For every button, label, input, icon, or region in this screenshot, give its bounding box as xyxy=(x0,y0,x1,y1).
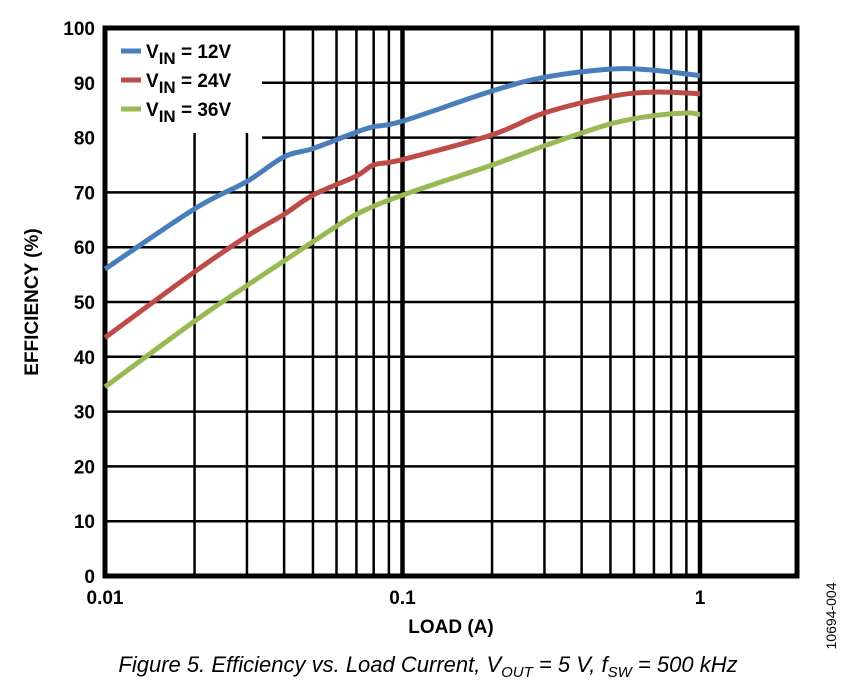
y-tick-label: 40 xyxy=(74,348,95,369)
y-tick-label: 50 xyxy=(74,293,95,314)
series-line xyxy=(103,66,701,272)
curves xyxy=(103,66,701,389)
y-tick-label: 60 xyxy=(74,238,95,259)
y-tick-label: 30 xyxy=(74,403,95,424)
y-tick-label: 10 xyxy=(74,512,95,533)
legend-label: VIN = 12V xyxy=(146,42,231,68)
y-axis-label: EFFICIENCY (%) xyxy=(22,228,43,375)
y-tick-label: 100 xyxy=(63,19,95,40)
figure-caption: Figure 5. Efficiency vs. Load Current, V… xyxy=(118,652,737,681)
series-line xyxy=(103,110,701,389)
y-tick-label: 70 xyxy=(74,183,95,204)
figure-id: 10694-004 xyxy=(823,582,839,649)
x-tick-label: 0.1 xyxy=(389,588,416,609)
y-tick-label: 20 xyxy=(74,457,95,478)
legend-label: VIN = 24V xyxy=(146,71,231,97)
y-tick-label: 80 xyxy=(74,129,95,150)
legend: VIN = 12V VIN = 24V VIN = 36V xyxy=(121,42,231,126)
y-tick-label: 0 xyxy=(84,567,95,588)
x-tick-label: 1 xyxy=(695,588,706,609)
x-tick-label: 0.01 xyxy=(87,588,124,609)
series-line xyxy=(103,89,701,340)
tick-labels: 0 10 20 30 40 50 60 70 80 90 100 0.01 0.1 1 xyxy=(63,19,705,609)
legend-label: VIN = 36V xyxy=(146,100,231,126)
grid xyxy=(102,25,800,579)
plot-frame xyxy=(102,25,800,579)
x-axis-label: LOAD (A) xyxy=(408,617,493,638)
y-tick-label: 90 xyxy=(74,74,95,95)
